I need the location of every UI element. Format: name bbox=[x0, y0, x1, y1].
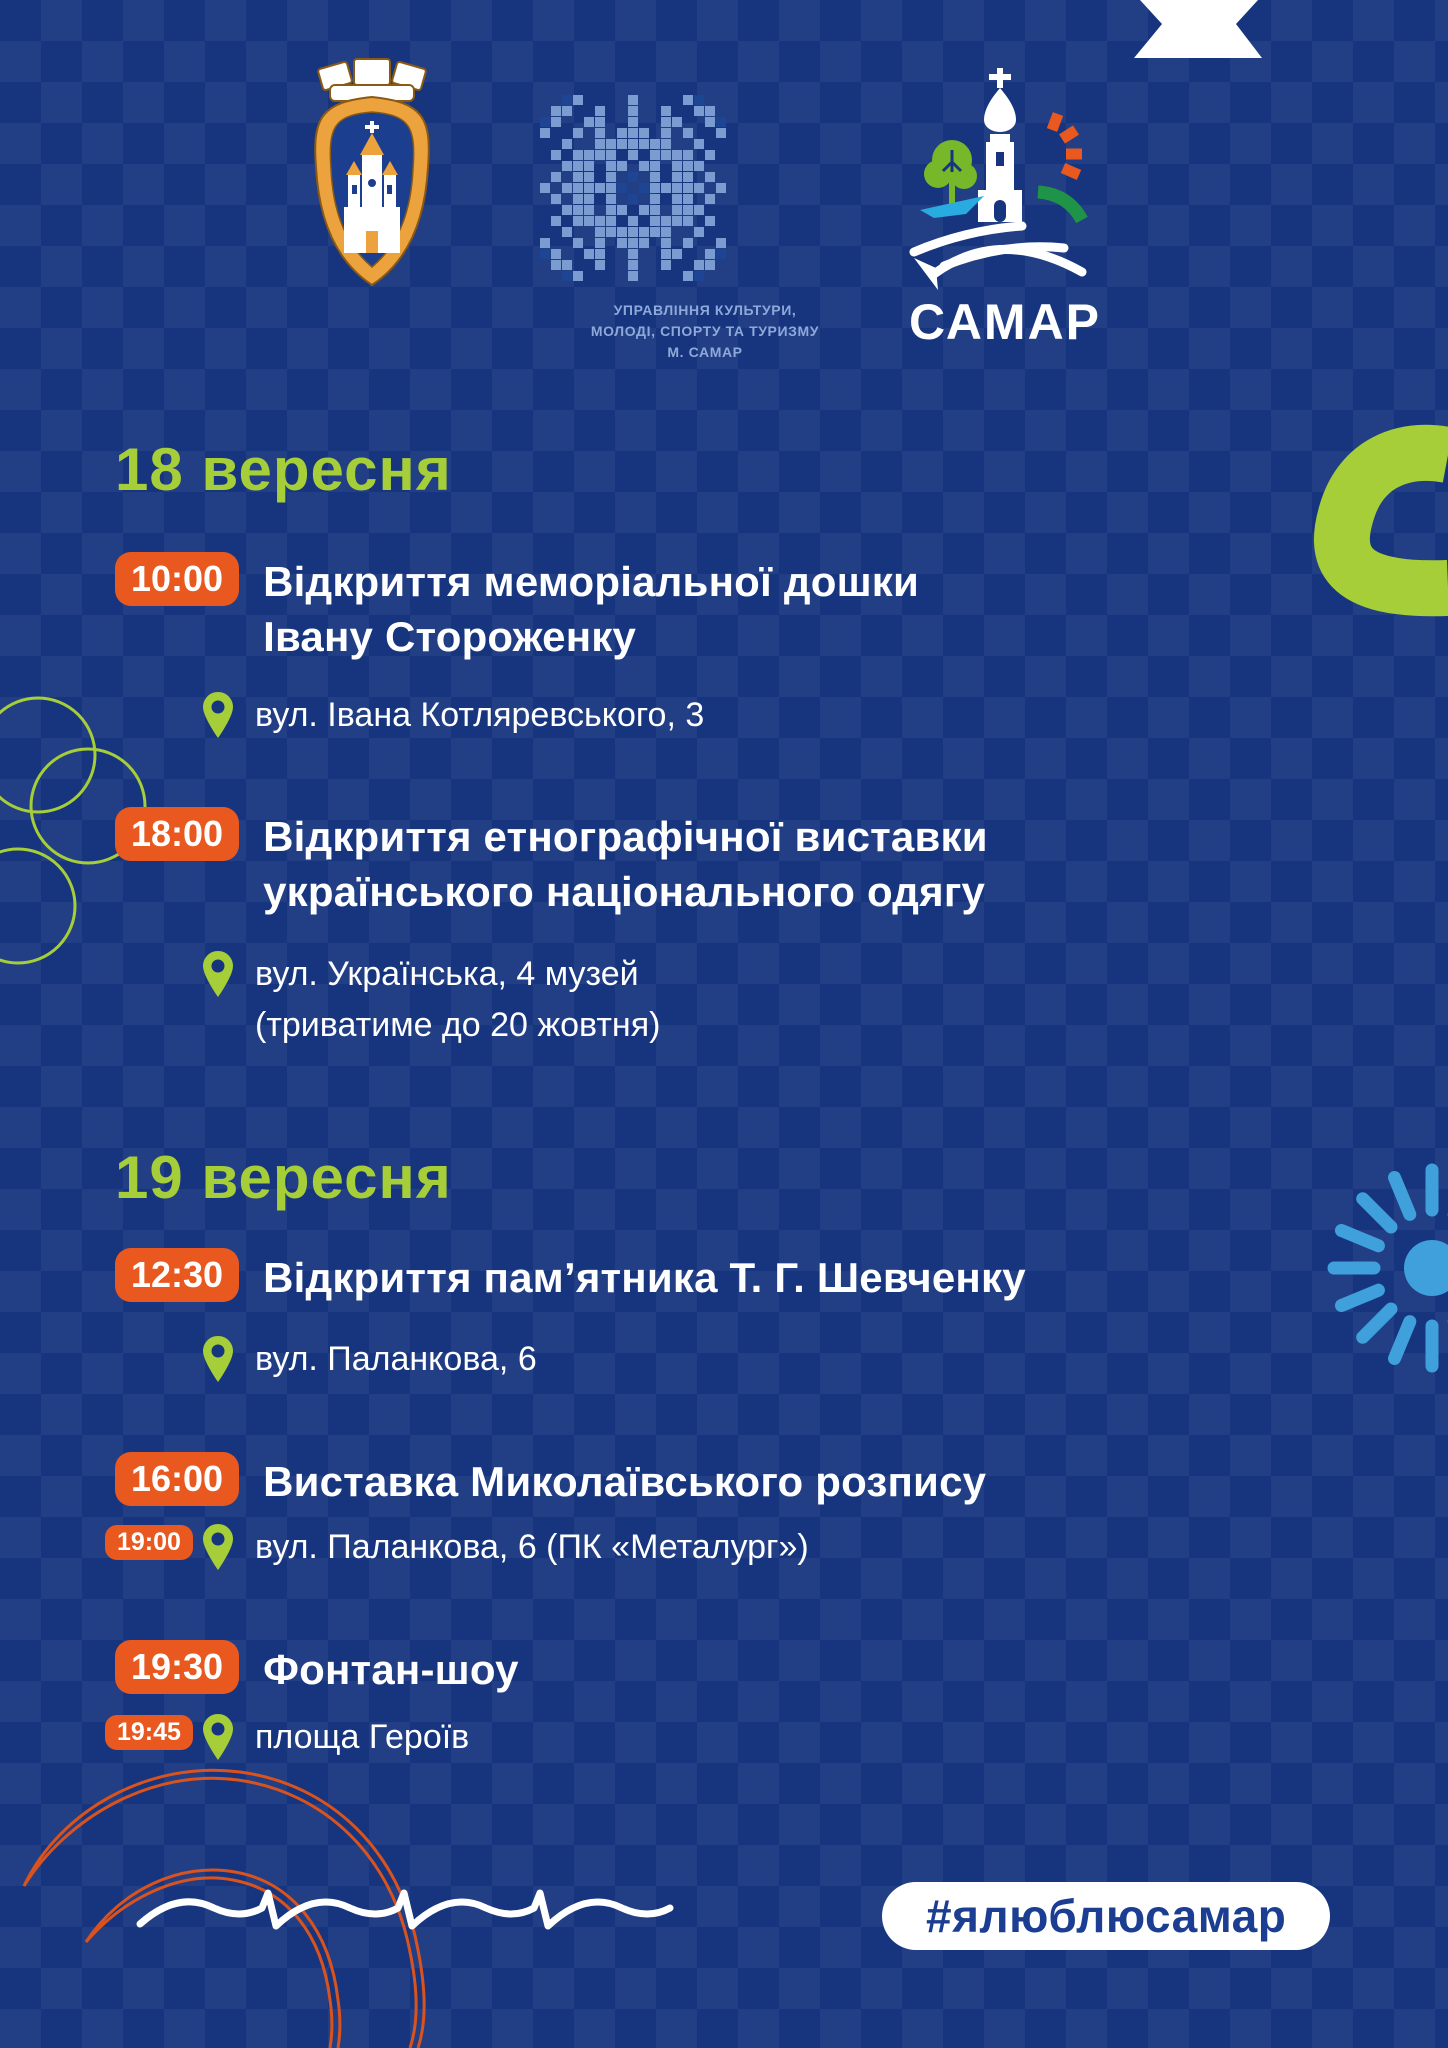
event-location: вул. Паланкова, 6 bbox=[255, 1339, 537, 1378]
orange-arcs-icon bbox=[22, 1768, 426, 2048]
samar-logo-icon bbox=[909, 68, 1088, 290]
map-pin-icon bbox=[203, 692, 233, 739]
event-title: Відкриття пам’ятника Т. Г. Шевченку bbox=[263, 1254, 1026, 1301]
event-memorial-plaque: 10:00 Відкриття меморіальної дошки Івану… bbox=[115, 552, 1165, 741]
event-location: вул. Паланкова, 6 (ПК «Металург») bbox=[255, 1527, 809, 1566]
time-badge: 19:30 bbox=[115, 1640, 240, 1694]
vyshyvanka-pattern-icon bbox=[540, 95, 726, 281]
green-swoosh-icon bbox=[1314, 424, 1448, 617]
event-location: вул. Івана Котляревського, 3 bbox=[255, 696, 705, 735]
time-badge: 16:00 bbox=[115, 1452, 240, 1506]
event-shevchenko-monument: 12:30 Відкриття пам’ятника Т. Г. Шевченк… bbox=[115, 1248, 1165, 1385]
event-fountain-show: 19:30 Фонтан-шоу 19:45 площа Героїв bbox=[105, 1640, 1165, 1763]
coat-of-arms-icon bbox=[314, 58, 430, 287]
map-pin-icon bbox=[203, 951, 233, 998]
white-wave-icon bbox=[136, 1889, 674, 1930]
day-heading-19: 19 вересня bbox=[115, 1144, 452, 1211]
event-title: Фонтан-шоу bbox=[263, 1646, 519, 1693]
department-caption: УПРАВЛІННЯ КУЛЬТУРИ, МОЛОДІ, СПОРТУ ТА Т… bbox=[590, 302, 820, 360]
event-location: площа Героїв bbox=[255, 1717, 470, 1756]
time-badge: 12:30 bbox=[115, 1248, 240, 1302]
event-title: Відкриття етнографічної виставки українс… bbox=[263, 813, 988, 915]
time-badge: 18:00 bbox=[115, 807, 240, 861]
hills-icon bbox=[909, 221, 1087, 279]
blue-sun-icon bbox=[1327, 1163, 1448, 1373]
arrow-tip-icon bbox=[914, 258, 938, 290]
city-logo-caption: САМАР bbox=[908, 294, 1102, 350]
map-pin-icon bbox=[203, 1523, 233, 1570]
event-title: Відкриття меморіальної дошки Івану Сторо… bbox=[263, 558, 920, 660]
map-pin-icon bbox=[203, 1335, 233, 1382]
sun-rays-icon bbox=[1046, 112, 1082, 181]
ribbon-icon bbox=[1134, 0, 1262, 58]
map-pin-icon bbox=[203, 1713, 233, 1760]
event-ethnographic-exhibition: 18:00 Відкриття етнографічної виставки у… bbox=[115, 807, 1165, 1051]
water-icon bbox=[920, 196, 984, 218]
hashtag-text: #ялюблюсамар bbox=[926, 1890, 1287, 1942]
time-badge: 10:00 bbox=[115, 552, 240, 606]
green-arc-icon bbox=[1037, 185, 1088, 224]
time-badge-secondary: 19:45 bbox=[105, 1714, 193, 1751]
hashtag-badge: #ялюблюсамар bbox=[882, 1882, 1331, 1950]
day-heading-18: 18 вересня bbox=[115, 436, 452, 503]
event-location: вул. Українська, 4 музей (триватиме до 2… bbox=[255, 955, 661, 1045]
event-mykolaiv-painting: 16:00 Виставка Миколаївського розпису 19… bbox=[105, 1452, 1165, 1573]
tree-icon bbox=[924, 140, 977, 206]
time-badge-secondary: 19:00 bbox=[105, 1524, 193, 1561]
event-title: Виставка Миколаївського розпису bbox=[263, 1458, 987, 1505]
